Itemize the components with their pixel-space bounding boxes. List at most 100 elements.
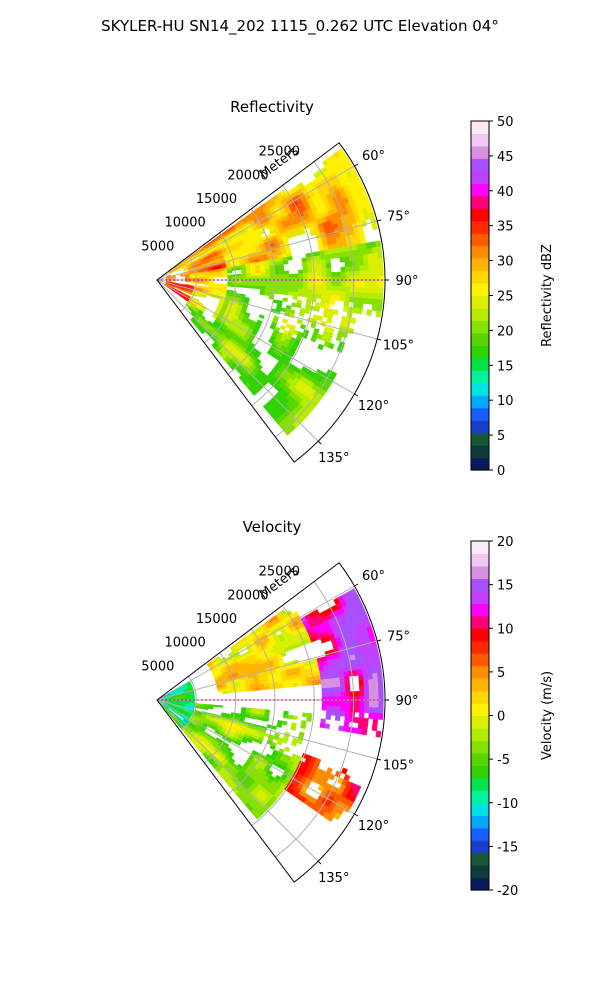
field-cell: [321, 683, 327, 689]
field-cell: [306, 716, 312, 722]
colorbar-swatch: [471, 121, 489, 135]
field-cell: [344, 261, 351, 268]
field-cell: [260, 275, 266, 279]
field-cell: [376, 304, 383, 312]
colorbar-swatch: [471, 553, 489, 567]
field-cell: [283, 270, 290, 275]
field-cell: [344, 686, 351, 693]
field-cell: [251, 280, 257, 284]
field-cell: [362, 253, 369, 261]
field-cell: [336, 696, 342, 702]
field-cell: [331, 276, 337, 282]
field-cell: [302, 273, 309, 278]
field-cell: [377, 299, 383, 306]
field-cell: [375, 660, 382, 668]
field-cell: [376, 246, 382, 254]
colorbar-swatch: [471, 457, 489, 471]
field-cell: [312, 281, 318, 286]
field-cell: [330, 682, 337, 689]
field-cell: [359, 685, 365, 692]
field-cell: [372, 252, 378, 260]
field-cell: [344, 676, 350, 683]
field-cell: [299, 323, 307, 330]
field-cell: [316, 285, 323, 291]
field-cell: [358, 259, 365, 267]
colorbar-tick-label: 20: [497, 324, 514, 339]
range-ring: [227, 628, 276, 795]
field-cell: [310, 322, 317, 329]
field-cell: [357, 249, 364, 256]
field-cell: [330, 710, 337, 716]
field-cell: [302, 712, 308, 718]
field-cell: [373, 281, 379, 288]
field-cell: [279, 280, 285, 285]
field-cell: [199, 329, 205, 335]
field-cell: [323, 669, 330, 676]
field-cell: [311, 680, 317, 686]
field-cell: [326, 276, 332, 282]
field-cell: [344, 296, 350, 303]
field-cell: [363, 259, 370, 266]
field-cell: [260, 272, 266, 276]
field-cell: [274, 267, 280, 273]
range-ring: [274, 581, 355, 858]
field-cell: [349, 691, 356, 697]
field-cell: [325, 294, 332, 301]
field-cell: [201, 294, 207, 298]
azimuth-tick-label: 90°: [395, 694, 418, 709]
field-cell: [320, 679, 327, 685]
field-cell: [320, 254, 326, 261]
range-tick-label: 25000: [259, 145, 300, 160]
reflectivity-panel: Reflectivity 60° 75° 90° 105° 120° 135° 5000 10…: [141, 98, 555, 479]
field-cell: [292, 715, 298, 720]
field-cell: [334, 715, 341, 722]
field-cell: [274, 271, 280, 276]
field-cell: [236, 689, 242, 693]
azimuth-tick: [377, 338, 382, 341]
field-cell: [293, 284, 299, 289]
field-cell: [246, 280, 252, 284]
field-cell: [246, 275, 252, 279]
field-cell: [276, 723, 283, 728]
field-cell: [375, 240, 382, 248]
field-cell: [368, 292, 374, 300]
field-cell: [358, 712, 365, 719]
field-cell: [292, 682, 299, 688]
field-cell: [298, 273, 304, 278]
azimuth-tick-label: 90°: [395, 274, 418, 289]
colorbar-swatch: [471, 565, 489, 579]
field-cell: [363, 706, 370, 714]
colorbar-label: Reflectivity dBZ: [540, 244, 555, 347]
field-cell: [363, 286, 370, 294]
field-cell: [304, 308, 311, 314]
field-cell: [255, 275, 262, 279]
colorbar-swatch: [471, 370, 489, 384]
colorbar-tick-label: 50: [497, 115, 514, 130]
field-cell: [274, 280, 280, 285]
field-cell: [251, 275, 257, 279]
field-cell: [332, 309, 339, 316]
field-cell: [321, 289, 327, 296]
field-cell: [359, 265, 365, 272]
field-cell: [288, 287, 294, 293]
field-cell: [376, 666, 382, 674]
colorbar-tick-label: 35: [497, 220, 514, 235]
field-cell: [269, 271, 276, 276]
colorbar-swatch: [471, 665, 489, 679]
field-cell: [340, 271, 346, 278]
field-cell: [354, 276, 360, 283]
colorbar-swatch: [471, 170, 489, 184]
field-cell: [372, 678, 379, 686]
field-cell: [334, 295, 341, 302]
field-cell: [368, 281, 375, 288]
field-cell: [331, 691, 337, 698]
field-cell: [335, 686, 342, 693]
field-cell: [354, 265, 360, 272]
azimuth-gridline: [156, 279, 355, 395]
field-cell: [350, 696, 356, 702]
field-cell: [287, 683, 294, 688]
field-cell: [222, 691, 228, 694]
field-cell: [312, 272, 318, 278]
range-tick-label: 5000: [141, 239, 174, 254]
field-cell: [241, 738, 248, 744]
